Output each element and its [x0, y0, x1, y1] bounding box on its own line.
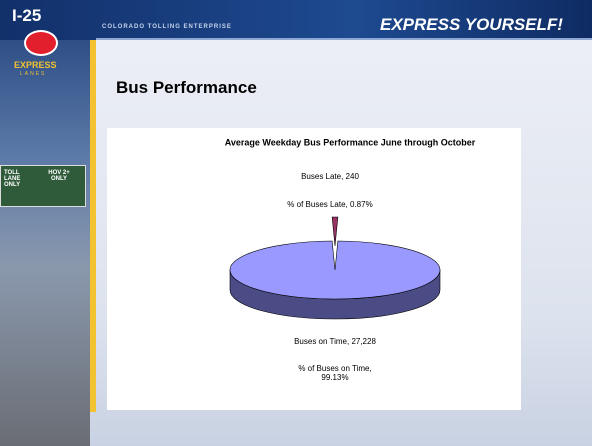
pie-slice	[230, 241, 440, 299]
slide: I-25 EXPRESS LANES TOLL LANE ONLY HOV 2+…	[0, 0, 592, 446]
value-label: Buses on Time, 27,228	[265, 337, 405, 346]
value-label: Buses Late, 240	[260, 172, 400, 181]
percent-label: % of Buses on Time, 99.13%	[295, 364, 375, 382]
pie-slice	[332, 217, 338, 246]
percent-label: % of Buses Late, 0.87%	[250, 200, 410, 209]
chart-title: Average Weekday Bus Performance June thr…	[225, 137, 476, 147]
